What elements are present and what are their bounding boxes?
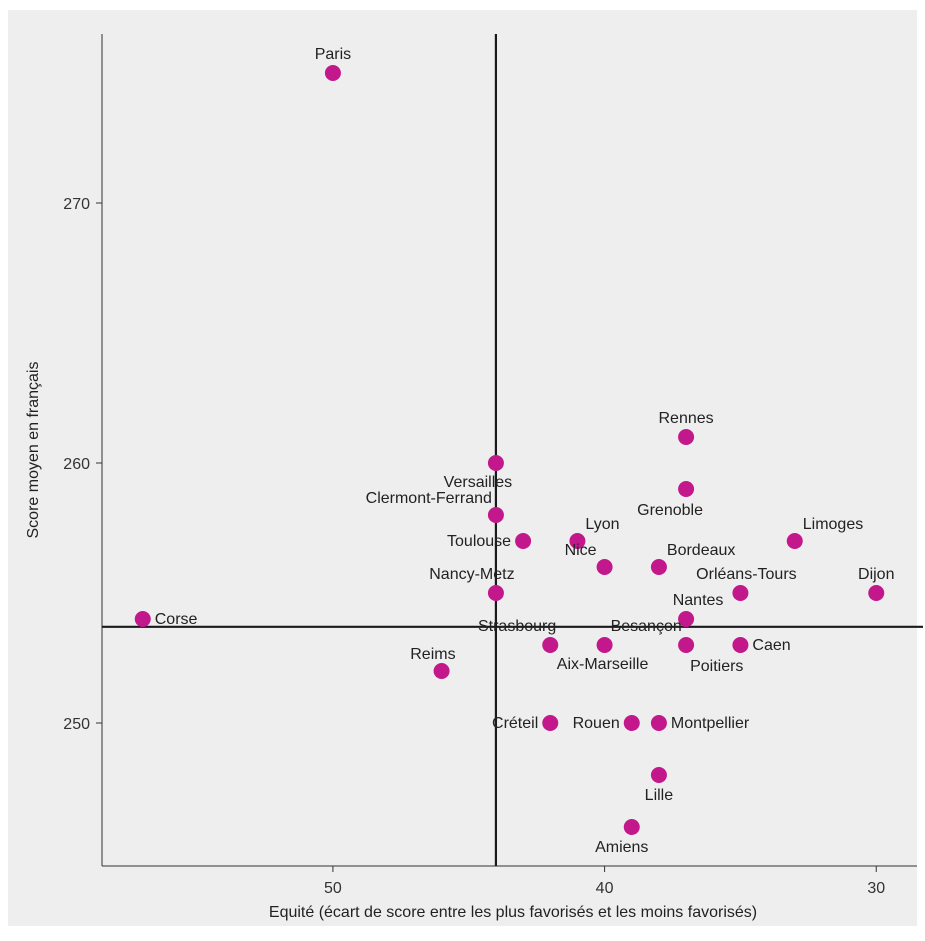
- point-label: Strasbourg: [478, 618, 556, 635]
- point-label: Montpellier: [671, 715, 750, 732]
- point-label: Clermont-Ferrand: [366, 490, 492, 507]
- data-point: [650, 715, 667, 731]
- point-label: Caen: [752, 637, 790, 654]
- axes-layer: 50 40 30 250 260 270: [63, 34, 917, 897]
- data-point: [515, 533, 532, 549]
- y-tick-label: 270: [63, 196, 90, 213]
- data-point: [596, 559, 613, 575]
- data-point: [678, 611, 695, 627]
- data-point: [732, 585, 749, 601]
- point-label: Corse: [155, 611, 198, 628]
- data-point: [678, 637, 695, 653]
- point-label: Besançon: [611, 618, 682, 635]
- data-point: [678, 429, 695, 445]
- data-point: [487, 585, 504, 601]
- points-layer: [134, 65, 885, 835]
- data-point: [433, 663, 450, 679]
- data-point: [678, 481, 695, 497]
- point-label: Créteil: [492, 715, 538, 732]
- data-point: [623, 819, 640, 835]
- point-label: Nancy-Metz: [429, 566, 514, 583]
- data-point: [650, 559, 667, 575]
- reference-lines: [102, 34, 923, 866]
- data-point: [542, 637, 559, 653]
- point-label: Paris: [315, 46, 351, 63]
- point-label: Nice: [565, 542, 597, 559]
- point-label: Aix-Marseille: [557, 656, 649, 673]
- data-point: [324, 65, 341, 81]
- data-point: [623, 715, 640, 731]
- data-point: [487, 507, 504, 523]
- data-point: [569, 533, 586, 549]
- y-axis-label: Score moyen en français: [25, 362, 42, 539]
- data-point: [650, 767, 667, 783]
- data-point: [732, 637, 749, 653]
- point-label: Orléans-Tours: [696, 566, 796, 583]
- point-label: Nantes: [673, 592, 724, 609]
- point-label: Rennes: [659, 410, 714, 427]
- point-labels-layer: Paris Rennes Versailles Grenoble Clermont-Fe…: [155, 46, 895, 856]
- data-point: [868, 585, 885, 601]
- point-label: Poitiers: [690, 658, 743, 675]
- y-tick-label: 260: [63, 456, 90, 473]
- data-point: [542, 715, 559, 731]
- x-tick-label: 40: [596, 880, 614, 897]
- x-tick-label: 30: [867, 880, 885, 897]
- point-label: Bordeaux: [667, 542, 736, 559]
- data-point: [134, 611, 151, 627]
- point-label: Rouen: [573, 715, 620, 732]
- data-point: [596, 637, 613, 653]
- point-label: Dijon: [858, 566, 894, 583]
- y-tick-label: 250: [63, 716, 90, 733]
- point-label: Lille: [645, 787, 674, 804]
- x-axis-label: Equité (écart de score entre les plus fa…: [269, 904, 757, 921]
- point-label: Reims: [410, 646, 455, 663]
- chart-background: [8, 10, 917, 926]
- point-label: Toulouse: [447, 533, 511, 550]
- point-label: Versailles: [444, 474, 512, 491]
- point-label: Lyon: [585, 516, 619, 533]
- point-label: Grenoble: [637, 502, 703, 519]
- point-label: Limoges: [803, 516, 863, 533]
- data-point: [487, 455, 504, 471]
- x-tick-label: 50: [324, 880, 342, 897]
- point-label: Amiens: [595, 839, 648, 856]
- data-point: [786, 533, 803, 549]
